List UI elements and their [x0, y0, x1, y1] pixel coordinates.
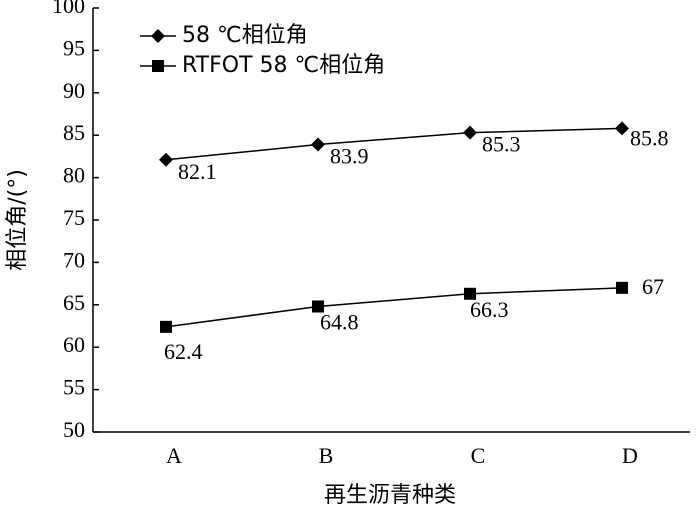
x-tick-label: C — [471, 443, 486, 468]
y-tick-label: 50 — [63, 417, 85, 442]
y-tick-label: 80 — [63, 163, 85, 188]
data-label: 62.4 — [164, 339, 203, 364]
y-tick-label: 100 — [52, 0, 85, 18]
data-label: 67 — [642, 274, 664, 299]
data-label: 64.8 — [320, 310, 359, 335]
x-tick-label: D — [622, 443, 638, 468]
data-label: 85.3 — [482, 132, 521, 157]
y-tick-label: 55 — [63, 375, 85, 400]
series-line — [165, 287, 623, 328]
point — [151, 29, 165, 43]
point — [464, 287, 476, 300]
point — [463, 125, 477, 140]
data-label: 85.8 — [630, 125, 669, 150]
y-tick-label: 60 — [63, 332, 85, 357]
x-tick-label: B — [319, 443, 334, 468]
data-label: 66.3 — [470, 297, 509, 322]
x-tick-label: A — [166, 443, 182, 468]
x-axis-label: 再生沥青种类 — [324, 483, 456, 508]
point — [160, 320, 172, 333]
y-tick-label: 95 — [63, 35, 85, 60]
series-line — [165, 127, 623, 161]
y-axis-label: 相位角/(°) — [5, 169, 30, 271]
point — [615, 121, 629, 136]
point — [159, 152, 173, 167]
y-tick-label: 65 — [63, 290, 85, 315]
y-tick-label: 75 — [63, 205, 85, 230]
y-tick-label: 85 — [63, 120, 85, 145]
y-tick-label: 70 — [63, 247, 85, 272]
legend-label: 58 ℃相位角 — [182, 23, 308, 48]
data-label: 83.9 — [330, 144, 369, 169]
point — [152, 60, 164, 72]
point — [312, 300, 324, 313]
data-label: 82.1 — [178, 159, 217, 184]
point — [311, 137, 325, 152]
y-tick-label: 90 — [63, 78, 85, 103]
point — [616, 281, 628, 294]
legend-label: RTFOT 58 ℃相位角 — [182, 53, 385, 78]
